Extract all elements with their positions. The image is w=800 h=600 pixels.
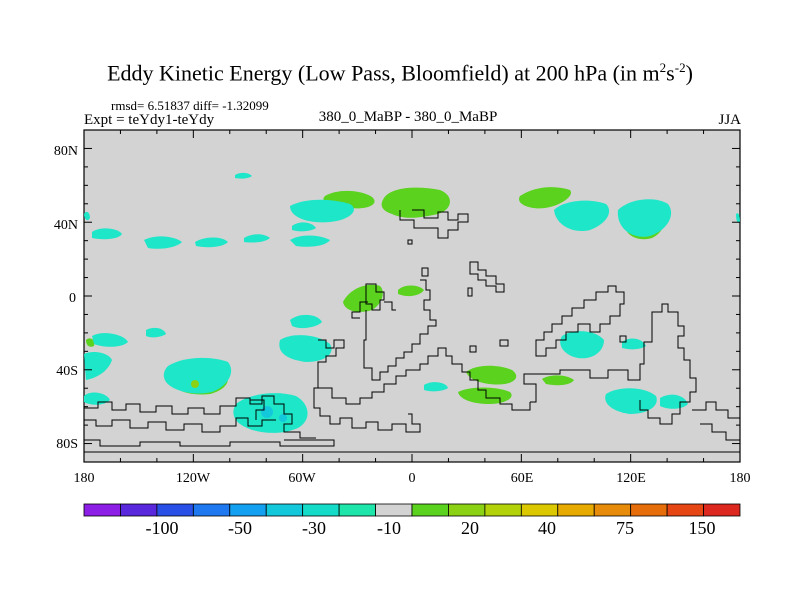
lon-label-180w: 180 (74, 471, 95, 486)
stats-label: rmsd= 6.51837 diff= -1.32099 (111, 98, 269, 113)
colorbar-label-neg100: -100 (146, 518, 179, 538)
lon-label-60e: 60E (511, 471, 534, 486)
colorbar-label-150: 150 (689, 518, 716, 538)
colorbar-swatch (448, 503, 486, 517)
colorbar-swatch (192, 503, 231, 517)
colorbar-swatch (83, 503, 121, 517)
longitude-labels: 180 120W 60W 0 60E 120E 180 (74, 471, 751, 486)
colorbar-label-40: 40 (538, 518, 556, 538)
colorbar-swatch (520, 503, 559, 517)
colorbar-swatch (265, 503, 304, 517)
colorbar-swatch (375, 503, 413, 517)
lat-label-0: 0 (69, 291, 76, 306)
lon-label-60w: 60W (288, 471, 316, 486)
colorbar-swatch (120, 503, 158, 517)
lat-label-40s: 40S (56, 364, 78, 379)
colorbar-swatch (593, 503, 632, 517)
case-label: 380_0_MaBP - 380_0_MaBP (318, 109, 498, 125)
colorbar-label-neg10: -10 (377, 518, 401, 538)
lon-label-0: 0 (409, 471, 416, 486)
colorbar-label-20: 20 (461, 518, 479, 538)
colorbar-swatch (484, 503, 522, 517)
colorbar-swatch (630, 503, 668, 517)
coastlines (84, 209, 740, 453)
latitude-labels: 80N 40N 0 40S 80S (54, 144, 78, 452)
colorbar-swatch (338, 503, 376, 517)
lon-label-120w: 120W (176, 471, 211, 486)
lat-label-40n: 40N (54, 218, 78, 233)
colorbar-labels: -100 -50 -30 -10 20 40 75 150 (146, 518, 716, 538)
colorbar-swatch (411, 503, 449, 517)
lat-label-80s: 80S (56, 437, 78, 452)
colorbar-swatch (302, 503, 340, 517)
colorbar-swatch (703, 503, 741, 517)
season-label: JJA (718, 112, 741, 128)
colorbar-swatch (156, 503, 194, 517)
axis-ticks (83, 129, 741, 463)
experiment-label: Expt = teYdy1-teYdy (84, 112, 215, 128)
colorbar-label-neg50: -50 (228, 518, 252, 538)
lon-label-180e: 180 (730, 471, 751, 486)
negative-contours (84, 172, 740, 433)
lat-label-80n: 80N (54, 144, 78, 159)
chart-title: Eddy Kinetic Energy (Low Pass, Bloomfiel… (107, 60, 693, 86)
colorbar-swatch (557, 503, 595, 517)
colorbar-label-75: 75 (616, 518, 634, 538)
colorbar-swatch (666, 503, 704, 517)
lon-label-120e: 120E (616, 471, 646, 486)
colorbar-label-neg30: -30 (302, 518, 326, 538)
colorbar (83, 503, 741, 517)
colorbar-swatch (229, 503, 267, 517)
